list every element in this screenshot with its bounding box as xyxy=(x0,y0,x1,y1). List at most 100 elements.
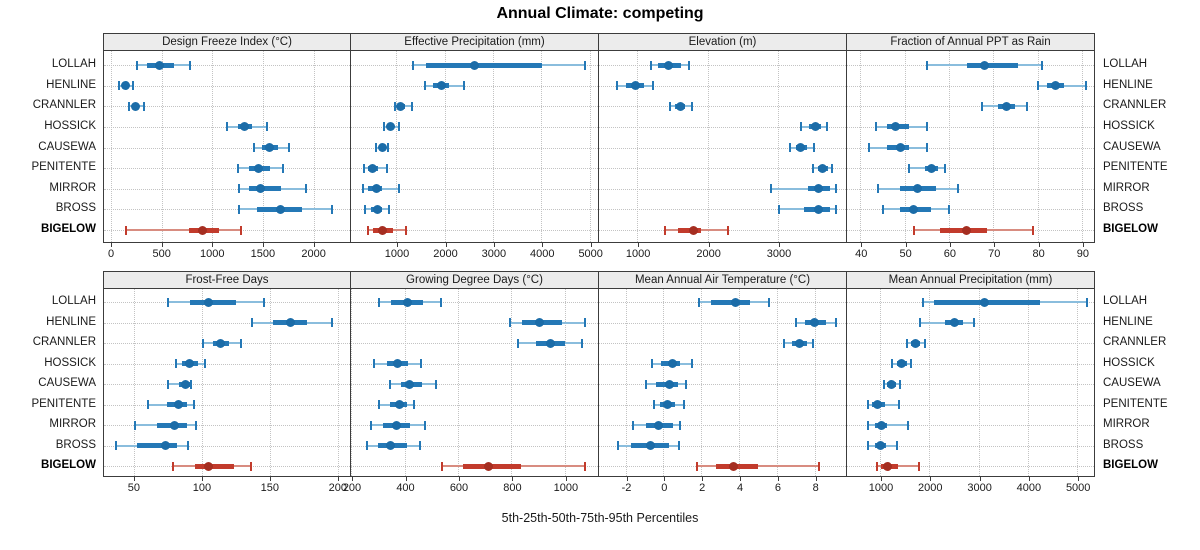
station-label-left: BIGELOW xyxy=(41,223,96,235)
whisker-end-cap xyxy=(202,338,205,348)
panel-plot xyxy=(847,288,1095,477)
gridline-horizontal xyxy=(351,322,598,324)
gridline-vertical xyxy=(161,51,163,242)
gridline-horizontal xyxy=(351,209,598,211)
median-dot xyxy=(393,359,403,368)
whisker-end-cap xyxy=(124,225,127,235)
whisker-end-cap xyxy=(898,400,901,409)
gridline-horizontal xyxy=(351,106,598,108)
median-dot xyxy=(664,60,674,70)
whisker-end-cap xyxy=(1085,81,1088,91)
median-dot xyxy=(810,122,820,132)
median-dot xyxy=(160,441,170,450)
station-label-right: PENITENTE xyxy=(1103,161,1168,174)
gridline-vertical xyxy=(337,289,339,476)
panel-plot xyxy=(103,50,351,243)
gridline-vertical xyxy=(541,51,543,242)
gridline-horizontal xyxy=(104,147,350,149)
whisker-end-cap xyxy=(190,379,192,389)
percentile-25-75-bar xyxy=(966,62,1018,68)
x-axis-tick xyxy=(201,477,203,481)
station-label-right: HENLINE xyxy=(1103,78,1153,91)
station-label-right: BROSS xyxy=(1103,202,1144,215)
x-axis-tick-label: 4000 xyxy=(1016,482,1042,494)
whisker-end-cap xyxy=(898,379,901,389)
whisker-end-cap xyxy=(698,297,701,307)
whisker-end-cap xyxy=(768,297,771,307)
whisker-end-cap xyxy=(388,204,391,214)
x-axis-tick xyxy=(740,477,741,481)
x-axis-tick-label: 1500 xyxy=(250,248,276,260)
median-dot xyxy=(728,461,738,471)
median-dot xyxy=(630,81,640,91)
whisker-end-cap xyxy=(669,101,672,111)
gridline-horizontal xyxy=(104,188,350,190)
station-label-left: CAUSEWA xyxy=(38,140,96,153)
median-dot xyxy=(121,81,131,91)
x-axis-tick-label: -2 xyxy=(621,482,632,494)
panel-plot xyxy=(847,50,1095,243)
whisker-end-cap xyxy=(652,400,655,409)
whisker-end-cap xyxy=(651,359,653,368)
percentiles-caption: 5th-25th-50th-75th-95th Percentiles xyxy=(501,511,699,525)
median-dot xyxy=(240,122,250,132)
whisker-end-cap xyxy=(240,338,243,348)
median-dot xyxy=(204,297,214,307)
whisker-end-cap xyxy=(188,60,191,70)
gridline-horizontal xyxy=(104,106,350,108)
x-axis-tick-label: 2000 xyxy=(301,248,326,260)
gridline-horizontal xyxy=(104,384,350,385)
gridline-horizontal xyxy=(599,445,846,447)
median-dot xyxy=(285,318,295,327)
percentile-5-95-whisker xyxy=(697,465,819,467)
x-axis-tick xyxy=(337,477,339,481)
gridline-horizontal xyxy=(599,126,846,128)
whisker-end-cap xyxy=(881,204,884,214)
station-label-right: CAUSEWA xyxy=(1103,140,1161,153)
whisker-end-cap xyxy=(405,225,408,235)
whisker-end-cap xyxy=(375,143,378,152)
median-dot xyxy=(891,122,901,132)
x-axis-tick xyxy=(777,477,779,481)
median-dot xyxy=(882,461,892,471)
x-axis-tick xyxy=(542,243,544,247)
station-label-right: MIRROR xyxy=(1103,418,1150,430)
gridline-horizontal xyxy=(599,404,846,406)
gridline-horizontal xyxy=(351,404,598,406)
station-label-left: CRANNLER xyxy=(32,99,96,112)
percentile-5-95-whisker xyxy=(868,424,909,426)
whisker-end-cap xyxy=(410,101,413,111)
gridline-vertical xyxy=(1027,289,1029,476)
whisker-end-cap xyxy=(615,81,618,91)
x-axis-tick xyxy=(161,243,163,247)
x-axis-tick-label: 2 xyxy=(699,482,706,494)
x-axis-tick xyxy=(590,243,592,247)
station-label-right: CAUSEWA xyxy=(1103,377,1161,389)
whisker-end-cap xyxy=(172,461,175,471)
median-dot xyxy=(926,163,936,173)
panel-plot xyxy=(103,288,351,477)
station-label-left: MIRROR xyxy=(49,181,96,194)
whisker-end-cap xyxy=(890,359,893,368)
whisker-end-cap xyxy=(363,163,366,173)
x-axis-tick-label: 60 xyxy=(943,248,957,260)
panel-header: Frost-Free Days xyxy=(103,271,351,288)
gridline-horizontal xyxy=(847,85,1094,87)
whisker-end-cap xyxy=(691,101,693,111)
median-dot xyxy=(535,318,544,327)
whisker-end-cap xyxy=(651,81,654,91)
gridline-horizontal xyxy=(599,106,846,108)
figure-title: Annual Climate: competing xyxy=(496,5,704,22)
median-dot xyxy=(730,297,740,307)
gridline-vertical xyxy=(978,289,980,476)
gridline-horizontal xyxy=(847,384,1094,385)
gridline-vertical xyxy=(860,51,862,242)
whisker-end-cap xyxy=(800,122,803,132)
median-dot xyxy=(664,379,674,389)
x-axis-tick-label: 5000 xyxy=(1065,482,1091,494)
whisker-end-cap xyxy=(907,420,910,430)
x-axis-tick-label: 2000 xyxy=(696,248,721,260)
gridline-vertical xyxy=(778,51,779,242)
whisker-end-cap xyxy=(252,143,255,152)
station-label-left: HENLINE xyxy=(46,78,96,91)
